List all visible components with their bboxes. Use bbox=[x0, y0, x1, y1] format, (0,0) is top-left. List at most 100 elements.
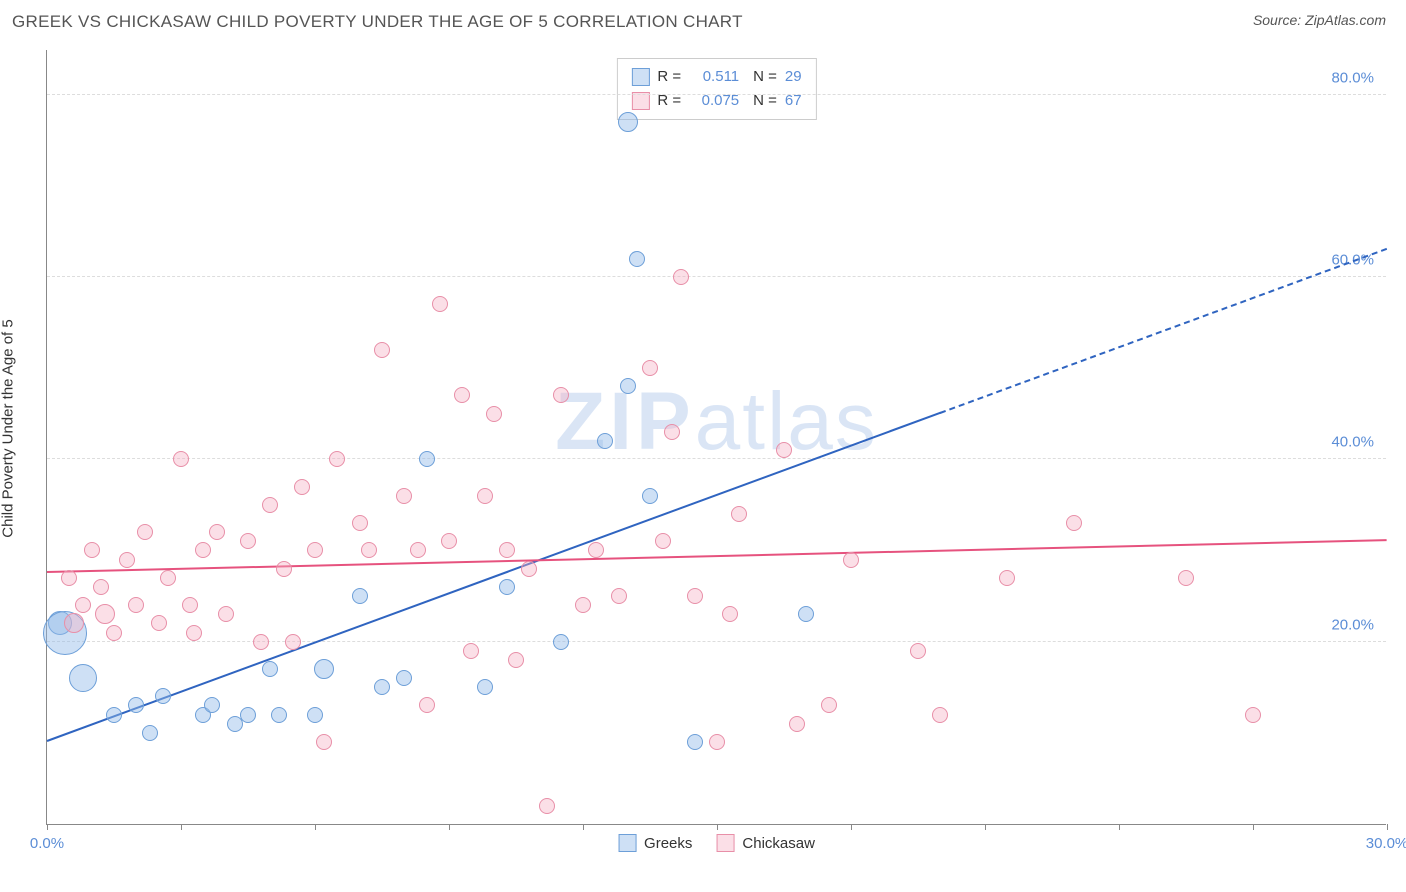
r-value-chickasaw: 0.075 bbox=[689, 89, 739, 113]
legend-item-greeks: Greeks bbox=[618, 834, 692, 852]
data-point bbox=[137, 524, 153, 540]
data-point bbox=[294, 479, 310, 495]
trend-line-dashed bbox=[940, 248, 1387, 414]
gridline bbox=[47, 94, 1386, 95]
legend-row-greeks: R = 0.511 N = 29 bbox=[631, 65, 801, 89]
data-point bbox=[329, 451, 345, 467]
data-point bbox=[106, 707, 122, 723]
x-tick bbox=[1119, 824, 1120, 830]
r-value-greeks: 0.511 bbox=[689, 65, 739, 89]
data-point bbox=[240, 533, 256, 549]
data-point bbox=[454, 387, 470, 403]
n-value-chickasaw: 67 bbox=[785, 89, 802, 113]
data-point bbox=[160, 570, 176, 586]
legend-row-chickasaw: R = 0.075 N = 67 bbox=[631, 89, 801, 113]
data-point bbox=[142, 725, 158, 741]
data-point bbox=[575, 597, 591, 613]
data-point bbox=[95, 604, 115, 624]
data-point bbox=[553, 634, 569, 650]
x-tick-label: 0.0% bbox=[30, 835, 64, 852]
data-point bbox=[789, 716, 805, 732]
data-point bbox=[821, 697, 837, 713]
legend-swatch-greeks bbox=[618, 834, 636, 852]
x-tick bbox=[449, 824, 450, 830]
y-tick-label: 40.0% bbox=[1331, 434, 1374, 451]
data-point bbox=[182, 597, 198, 613]
data-point bbox=[195, 542, 211, 558]
data-point bbox=[314, 659, 334, 679]
series-legend: Greeks Chickasaw bbox=[618, 834, 815, 852]
data-point bbox=[374, 342, 390, 358]
legend-label-greeks: Greeks bbox=[644, 835, 692, 852]
data-point bbox=[655, 533, 671, 549]
x-tick bbox=[315, 824, 316, 830]
data-point bbox=[316, 734, 332, 750]
data-point bbox=[553, 387, 569, 403]
data-point bbox=[151, 615, 167, 631]
data-point bbox=[843, 552, 859, 568]
data-point bbox=[155, 688, 171, 704]
chart-header: GREEK VS CHICKASAW CHILD POVERTY UNDER T… bbox=[0, 0, 1406, 40]
legend-swatch-greeks bbox=[631, 68, 649, 86]
gridline bbox=[47, 276, 1386, 277]
data-point bbox=[396, 670, 412, 686]
data-point bbox=[441, 533, 457, 549]
x-tick-label: 30.0% bbox=[1366, 835, 1406, 852]
data-point bbox=[687, 734, 703, 750]
data-point bbox=[664, 424, 680, 440]
x-tick bbox=[717, 824, 718, 830]
data-point bbox=[597, 433, 613, 449]
data-point bbox=[709, 734, 725, 750]
data-point bbox=[262, 497, 278, 513]
data-point bbox=[486, 406, 502, 422]
n-label: N = bbox=[753, 89, 777, 113]
data-point bbox=[352, 588, 368, 604]
data-point bbox=[629, 251, 645, 267]
data-point bbox=[618, 112, 638, 132]
chart-title: GREEK VS CHICKASAW CHILD POVERTY UNDER T… bbox=[12, 12, 743, 32]
data-point bbox=[285, 634, 301, 650]
data-point bbox=[611, 588, 627, 604]
data-point bbox=[218, 606, 234, 622]
data-point bbox=[1178, 570, 1194, 586]
data-point bbox=[352, 515, 368, 531]
x-tick bbox=[583, 824, 584, 830]
y-tick-label: 80.0% bbox=[1331, 69, 1374, 86]
data-point bbox=[673, 269, 689, 285]
data-point bbox=[463, 643, 479, 659]
data-point bbox=[999, 570, 1015, 586]
data-point bbox=[209, 524, 225, 540]
data-point bbox=[687, 588, 703, 604]
data-point bbox=[361, 542, 377, 558]
data-point bbox=[204, 697, 220, 713]
data-point bbox=[173, 451, 189, 467]
data-point bbox=[396, 488, 412, 504]
data-point bbox=[539, 798, 555, 814]
data-point bbox=[307, 707, 323, 723]
x-tick bbox=[985, 824, 986, 830]
gridline bbox=[47, 458, 1386, 459]
data-point bbox=[374, 679, 390, 695]
data-point bbox=[419, 697, 435, 713]
data-point bbox=[262, 661, 278, 677]
legend-swatch-chickasaw bbox=[716, 834, 734, 852]
data-point bbox=[410, 542, 426, 558]
data-point bbox=[508, 652, 524, 668]
data-point bbox=[119, 552, 135, 568]
y-axis-label: Child Poverty Under the Age of 5 bbox=[0, 319, 17, 537]
r-label: R = bbox=[657, 65, 681, 89]
data-point bbox=[186, 625, 202, 641]
gridline bbox=[47, 641, 1386, 642]
data-point bbox=[499, 579, 515, 595]
data-point bbox=[722, 606, 738, 622]
data-point bbox=[798, 606, 814, 622]
data-point bbox=[432, 296, 448, 312]
data-point bbox=[307, 542, 323, 558]
data-point bbox=[84, 542, 100, 558]
data-point bbox=[271, 707, 287, 723]
data-point bbox=[588, 542, 604, 558]
x-tick bbox=[181, 824, 182, 830]
data-point bbox=[276, 561, 292, 577]
data-point bbox=[642, 360, 658, 376]
data-point bbox=[128, 697, 144, 713]
